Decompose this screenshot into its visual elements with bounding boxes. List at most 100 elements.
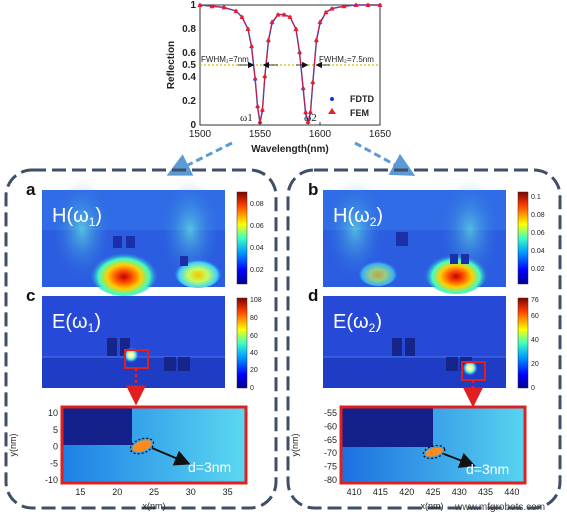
zoom-right-ylabel: y(nm) bbox=[290, 434, 300, 457]
data-point-fem bbox=[239, 14, 245, 19]
panel-b-field: H(ω2) bbox=[333, 205, 383, 229]
data-point-fem bbox=[257, 118, 263, 124]
panel-c-tick: 0 bbox=[250, 385, 254, 392]
data-point-fem bbox=[269, 19, 275, 24]
zoom-left-gap-circle bbox=[129, 437, 155, 455]
y-tick-label: 0.4 bbox=[182, 72, 196, 83]
zoom-y-tick: -10 bbox=[45, 475, 58, 485]
zoom-y-tick: -75 bbox=[324, 462, 337, 472]
zoom-y-tick: -60 bbox=[324, 421, 337, 431]
panel-d-tick: 20 bbox=[531, 361, 539, 368]
zoom-x-tick: 410 bbox=[347, 487, 362, 497]
panel-d: d E(ω2) 76 60 40 20 0 bbox=[308, 286, 539, 392]
right-group-frame bbox=[286, 168, 562, 510]
y-tick-label: 0.5 bbox=[182, 60, 196, 71]
panel-d-rod-1 bbox=[392, 338, 402, 356]
zoom-x-tick: 440 bbox=[504, 487, 519, 497]
data-point-fem bbox=[221, 4, 227, 10]
zoom-y-tick: -55 bbox=[324, 408, 337, 418]
data-point-fem bbox=[307, 109, 313, 114]
panel-b: b H(ω2) 0.1 0.08 0.06 0.04 0.02 bbox=[308, 180, 545, 294]
data-point-fem bbox=[313, 37, 319, 42]
zoom-x-tick: 15 bbox=[75, 487, 85, 497]
zoom-x-tick: 415 bbox=[373, 487, 388, 497]
data-point-fem bbox=[341, 3, 347, 9]
x-tick-label: 1550 bbox=[249, 129, 272, 140]
panel-d-tick: 76 bbox=[531, 297, 539, 304]
x-axis-label: Wavelength(nm) bbox=[251, 144, 328, 155]
zoom-y-tick: -70 bbox=[324, 448, 337, 458]
panel-c: c E(ω1) 108 80 60 40 20 0 bbox=[26, 286, 262, 392]
data-point-fem bbox=[197, 2, 203, 7]
panel-a-lobe-left bbox=[52, 180, 112, 280]
panel-c-rod-1 bbox=[107, 338, 117, 356]
panel-b-lobe-left bbox=[325, 180, 385, 280]
data-point-fem bbox=[353, 2, 359, 7]
panel-d-colorbar bbox=[517, 297, 529, 389]
panel-a-lobe-right bbox=[160, 180, 220, 280]
data-point-fem bbox=[287, 14, 293, 19]
zoom-right-gap-circle bbox=[422, 444, 446, 460]
panel-b-hotspot bbox=[424, 250, 488, 294]
panel-d-rod-3 bbox=[446, 357, 458, 371]
panel-c-rod-2 bbox=[120, 338, 130, 356]
zoom-left-ticks: 15 20 25 30 35 10 5 0 -5 -10 bbox=[45, 408, 233, 497]
tick-layer: 1500 1550 1600 1650 0 0.2 0.40.50.6 0.8 1 bbox=[182, 0, 391, 140]
zoom-right: d=3nm 410 415 420 425 430 435 440 -55 -60 -65 -70 -… bbox=[290, 405, 527, 511]
panel-a-rod-3 bbox=[180, 256, 188, 266]
data-point-fem bbox=[281, 12, 287, 17]
zoom-x-tick: 30 bbox=[186, 487, 196, 497]
panel-d-rod-2 bbox=[405, 338, 415, 356]
zoom-y-tick: 0 bbox=[53, 442, 58, 452]
panel-a-tick: 0.02 bbox=[250, 267, 264, 274]
panel-c-field: E(ω1) bbox=[52, 311, 101, 335]
panel-a-rod-1 bbox=[113, 236, 122, 248]
panel-c-label: c bbox=[26, 286, 35, 305]
zoom-y-tick: -80 bbox=[324, 475, 337, 485]
x-tick-label: 1500 bbox=[189, 129, 212, 140]
data-point-fem bbox=[209, 3, 215, 9]
fwhm1-label: FWHM₁=7nm bbox=[201, 55, 249, 64]
panel-d-tick: 60 bbox=[531, 313, 539, 320]
legend-fdtd-marker bbox=[330, 97, 334, 101]
zoom-left-frame bbox=[60, 405, 248, 485]
data-point-fem bbox=[249, 43, 255, 48]
zoom-left-gap-arrow bbox=[151, 447, 191, 466]
data-point-fem bbox=[297, 49, 303, 54]
panel-a-tick: 0.06 bbox=[250, 223, 264, 230]
panel-c-tick: 20 bbox=[250, 367, 258, 374]
panel-d-label: d bbox=[308, 286, 318, 305]
zoom-y-tick: 10 bbox=[48, 408, 58, 418]
zoom-x-tick: 435 bbox=[478, 487, 493, 497]
zoom-left-rod bbox=[62, 407, 132, 445]
panel-b-tick: 0.02 bbox=[531, 266, 545, 273]
zoom-right-ticks: 410 415 420 425 430 435 440 -55 -60 -65 -70 -75 -80 bbox=[324, 408, 519, 497]
data-point-fem bbox=[252, 75, 258, 81]
zoom-x-tick: 430 bbox=[452, 487, 467, 497]
panel-c-tick: 60 bbox=[250, 333, 258, 340]
panel-c-tick: 40 bbox=[250, 350, 258, 357]
panel-b-colorbar bbox=[517, 191, 529, 285]
y-axis-label: Reflection bbox=[166, 41, 177, 89]
data-point-fem bbox=[300, 85, 306, 90]
panel-d-hotspot bbox=[462, 360, 478, 376]
panel-a-tick: 0.04 bbox=[250, 245, 264, 252]
fwhm2-label: FWHM₂=7.5nm bbox=[319, 55, 374, 64]
zoom-left-xlabel: x(nm) bbox=[143, 501, 166, 511]
zoom-right-xlabel: x(nm) bbox=[421, 501, 444, 511]
panel-b-tick: 0.06 bbox=[531, 230, 545, 237]
panel-a-label: a bbox=[26, 180, 36, 199]
panel-d-tick: 40 bbox=[531, 337, 539, 344]
legend-fem-marker bbox=[328, 108, 336, 114]
data-point-fem bbox=[365, 2, 371, 7]
zoom-left-gap-label: d=3nm bbox=[188, 459, 231, 475]
omega2-label: ω2 bbox=[304, 112, 317, 124]
panel-b-tick: 0.1 bbox=[531, 194, 541, 201]
data-point-fem bbox=[259, 106, 265, 112]
panel-b-warmspot bbox=[358, 258, 398, 286]
series-layer bbox=[197, 2, 383, 125]
data-point-fem bbox=[310, 79, 316, 84]
panel-a-tick: 0.08 bbox=[250, 201, 264, 208]
zoom-x-tick: 35 bbox=[223, 487, 233, 497]
zoom-left-ylabel: y(nm) bbox=[8, 434, 18, 457]
